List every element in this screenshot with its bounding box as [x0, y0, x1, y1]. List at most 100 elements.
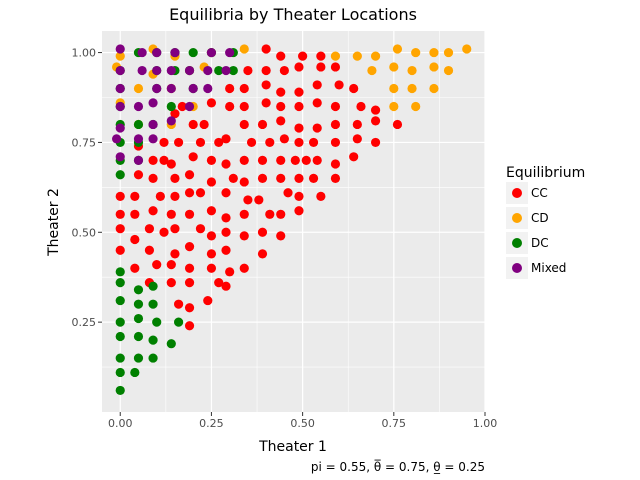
point-cc-137: [392, 119, 403, 130]
point-mixed-1: [115, 152, 125, 162]
point-cc-93: [276, 173, 286, 183]
point-cc-15: [148, 155, 158, 165]
point-cd-1: [115, 51, 125, 61]
point-cc-69: [239, 231, 249, 241]
point-cc-75: [239, 101, 249, 112]
point-cc-37: [184, 242, 195, 252]
series-cc: [115, 44, 403, 331]
point-dc-35: [174, 317, 184, 327]
point-cd-29: [429, 83, 439, 94]
point-cc-122: [330, 173, 341, 183]
point-dc-41: [188, 47, 198, 58]
chart-title: Equilibria by Theater Locations: [169, 5, 417, 24]
point-cc-13: [148, 206, 158, 216]
x-tick-label-1: 0.25: [199, 417, 224, 430]
point-cc-112: [301, 155, 311, 165]
legend-label-cd: CD: [531, 211, 549, 225]
point-cc-89: [265, 209, 275, 219]
point-mixed-16: [152, 65, 162, 76]
point-cd-16: [352, 51, 362, 61]
point-cc-83: [257, 155, 268, 165]
point-cc-116: [312, 123, 322, 133]
point-cc-34: [184, 303, 195, 313]
series-mixed: [111, 44, 235, 165]
point-cc-128: [330, 62, 341, 72]
point-cc-94: [276, 155, 286, 165]
point-cd-25: [411, 101, 421, 112]
point-cc-123: [330, 159, 341, 169]
point-cc-73: [239, 155, 249, 165]
point-cc-7: [130, 191, 140, 201]
point-cc-41: [188, 152, 198, 162]
point-cc-67: [225, 83, 235, 94]
point-cc-98: [276, 51, 286, 61]
point-cd-18: [367, 65, 377, 76]
point-cc-56: [214, 137, 224, 148]
grid-minor: [102, 31, 485, 412]
point-dc-8: [115, 170, 125, 180]
point-cc-49: [206, 249, 217, 259]
point-cc-17: [155, 191, 165, 201]
point-cc-24: [170, 191, 180, 201]
x-tick-label-3: 0.75: [382, 417, 407, 430]
point-cd-27: [429, 47, 439, 58]
point-dc-16: [133, 353, 144, 363]
point-mixed-7: [133, 155, 144, 165]
point-cd-23: [407, 65, 417, 76]
point-cc-33: [184, 321, 195, 331]
point-cc-54: [206, 98, 217, 108]
y-axis-ticks: 0.25 0.50 0.75 1.00: [72, 47, 102, 329]
point-cc-104: [294, 173, 304, 183]
y-tick-label-2: 0.75: [72, 136, 97, 149]
point-cc-88: [261, 44, 271, 54]
point-cc-105: [290, 155, 300, 165]
point-cd-30: [443, 47, 454, 58]
point-mixed-26: [203, 65, 213, 76]
x-axis-title: Theater 1: [258, 439, 327, 455]
point-mixed-9: [133, 101, 144, 112]
point-cc-25: [170, 173, 180, 183]
point-cc-6: [130, 209, 140, 219]
point-cd-19: [389, 62, 399, 72]
chart-caption: pi = 0.55, θ̅ = 0.75, θ̲ = 0.25: [311, 459, 485, 474]
point-cd-20: [389, 83, 399, 94]
y-tick-label-0: 0.25: [72, 316, 97, 329]
point-cc-40: [184, 170, 195, 180]
point-dc-23: [133, 119, 144, 130]
point-cc-119: [316, 62, 326, 72]
point-cc-42: [188, 119, 198, 130]
point-dc-17: [133, 331, 144, 342]
point-dc-3: [115, 331, 125, 342]
x-tick-label-0: 0.00: [108, 417, 133, 430]
point-cc-99: [279, 134, 289, 144]
point-cc-132: [352, 119, 362, 130]
point-cc-82: [257, 173, 268, 183]
point-cc-136: [370, 105, 381, 115]
point-cc-76: [239, 83, 249, 94]
point-cc-48: [206, 263, 217, 273]
point-cc-29: [174, 299, 184, 309]
point-cc-11: [144, 245, 155, 255]
point-cc-110: [298, 51, 308, 61]
y-tick-label-3: 1.00: [72, 47, 97, 60]
point-cd-24: [407, 83, 417, 94]
point-cc-77: [243, 65, 253, 76]
point-cc-4: [130, 263, 140, 273]
point-cc-5: [130, 234, 140, 245]
point-cc-47: [203, 295, 213, 306]
point-mixed-10: [137, 65, 147, 76]
point-cc-72: [243, 195, 253, 205]
point-cc-18: [159, 227, 169, 237]
point-cc-114: [312, 155, 322, 165]
x-axis-ticks: 0.00 0.25 0.50 0.75 1.00: [108, 412, 497, 430]
point-dc-36: [166, 101, 176, 112]
point-cc-1: [115, 224, 125, 234]
point-cc-28: [170, 224, 180, 234]
point-dc-0: [115, 385, 125, 396]
point-cc-130: [349, 83, 359, 94]
point-cc-135: [370, 116, 381, 126]
point-dc-5: [115, 295, 125, 306]
point-dc-28: [148, 299, 158, 309]
point-mixed-0: [111, 134, 122, 144]
